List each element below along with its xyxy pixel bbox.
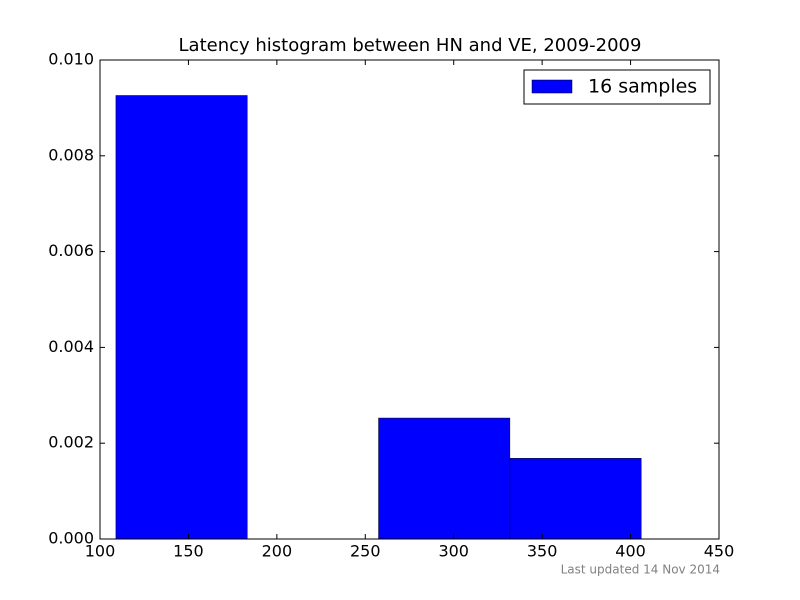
x-tick-label: 450 — [704, 542, 735, 561]
y-tick-label: 0.006 — [48, 241, 94, 260]
legend-swatch — [531, 79, 573, 94]
bar — [115, 95, 248, 540]
footer: Last updated 14 Nov 2014 — [561, 563, 720, 577]
chart-title: Latency histogram between HN and VE, 200… — [179, 35, 642, 56]
y-tick-label: 0.002 — [48, 433, 94, 452]
y-tick-label: 0.000 — [48, 529, 94, 548]
x-tick-label: 300 — [438, 542, 469, 561]
plot-frame — [99, 59, 720, 540]
x-tick-label: 400 — [615, 542, 646, 561]
y-tick-label: 0.010 — [48, 50, 94, 69]
bar — [509, 458, 642, 540]
x-tick-label: 250 — [350, 542, 381, 561]
legend-label: 16 samples — [588, 76, 697, 98]
y-tick-label: 0.004 — [48, 337, 94, 356]
x-tick-label: 350 — [527, 542, 558, 561]
bar — [378, 417, 511, 540]
x-tick-label: 200 — [262, 542, 293, 561]
x-tick-label: 100 — [85, 542, 116, 561]
x-tick-label: 150 — [173, 542, 204, 561]
y-tick-label: 0.008 — [48, 145, 94, 164]
